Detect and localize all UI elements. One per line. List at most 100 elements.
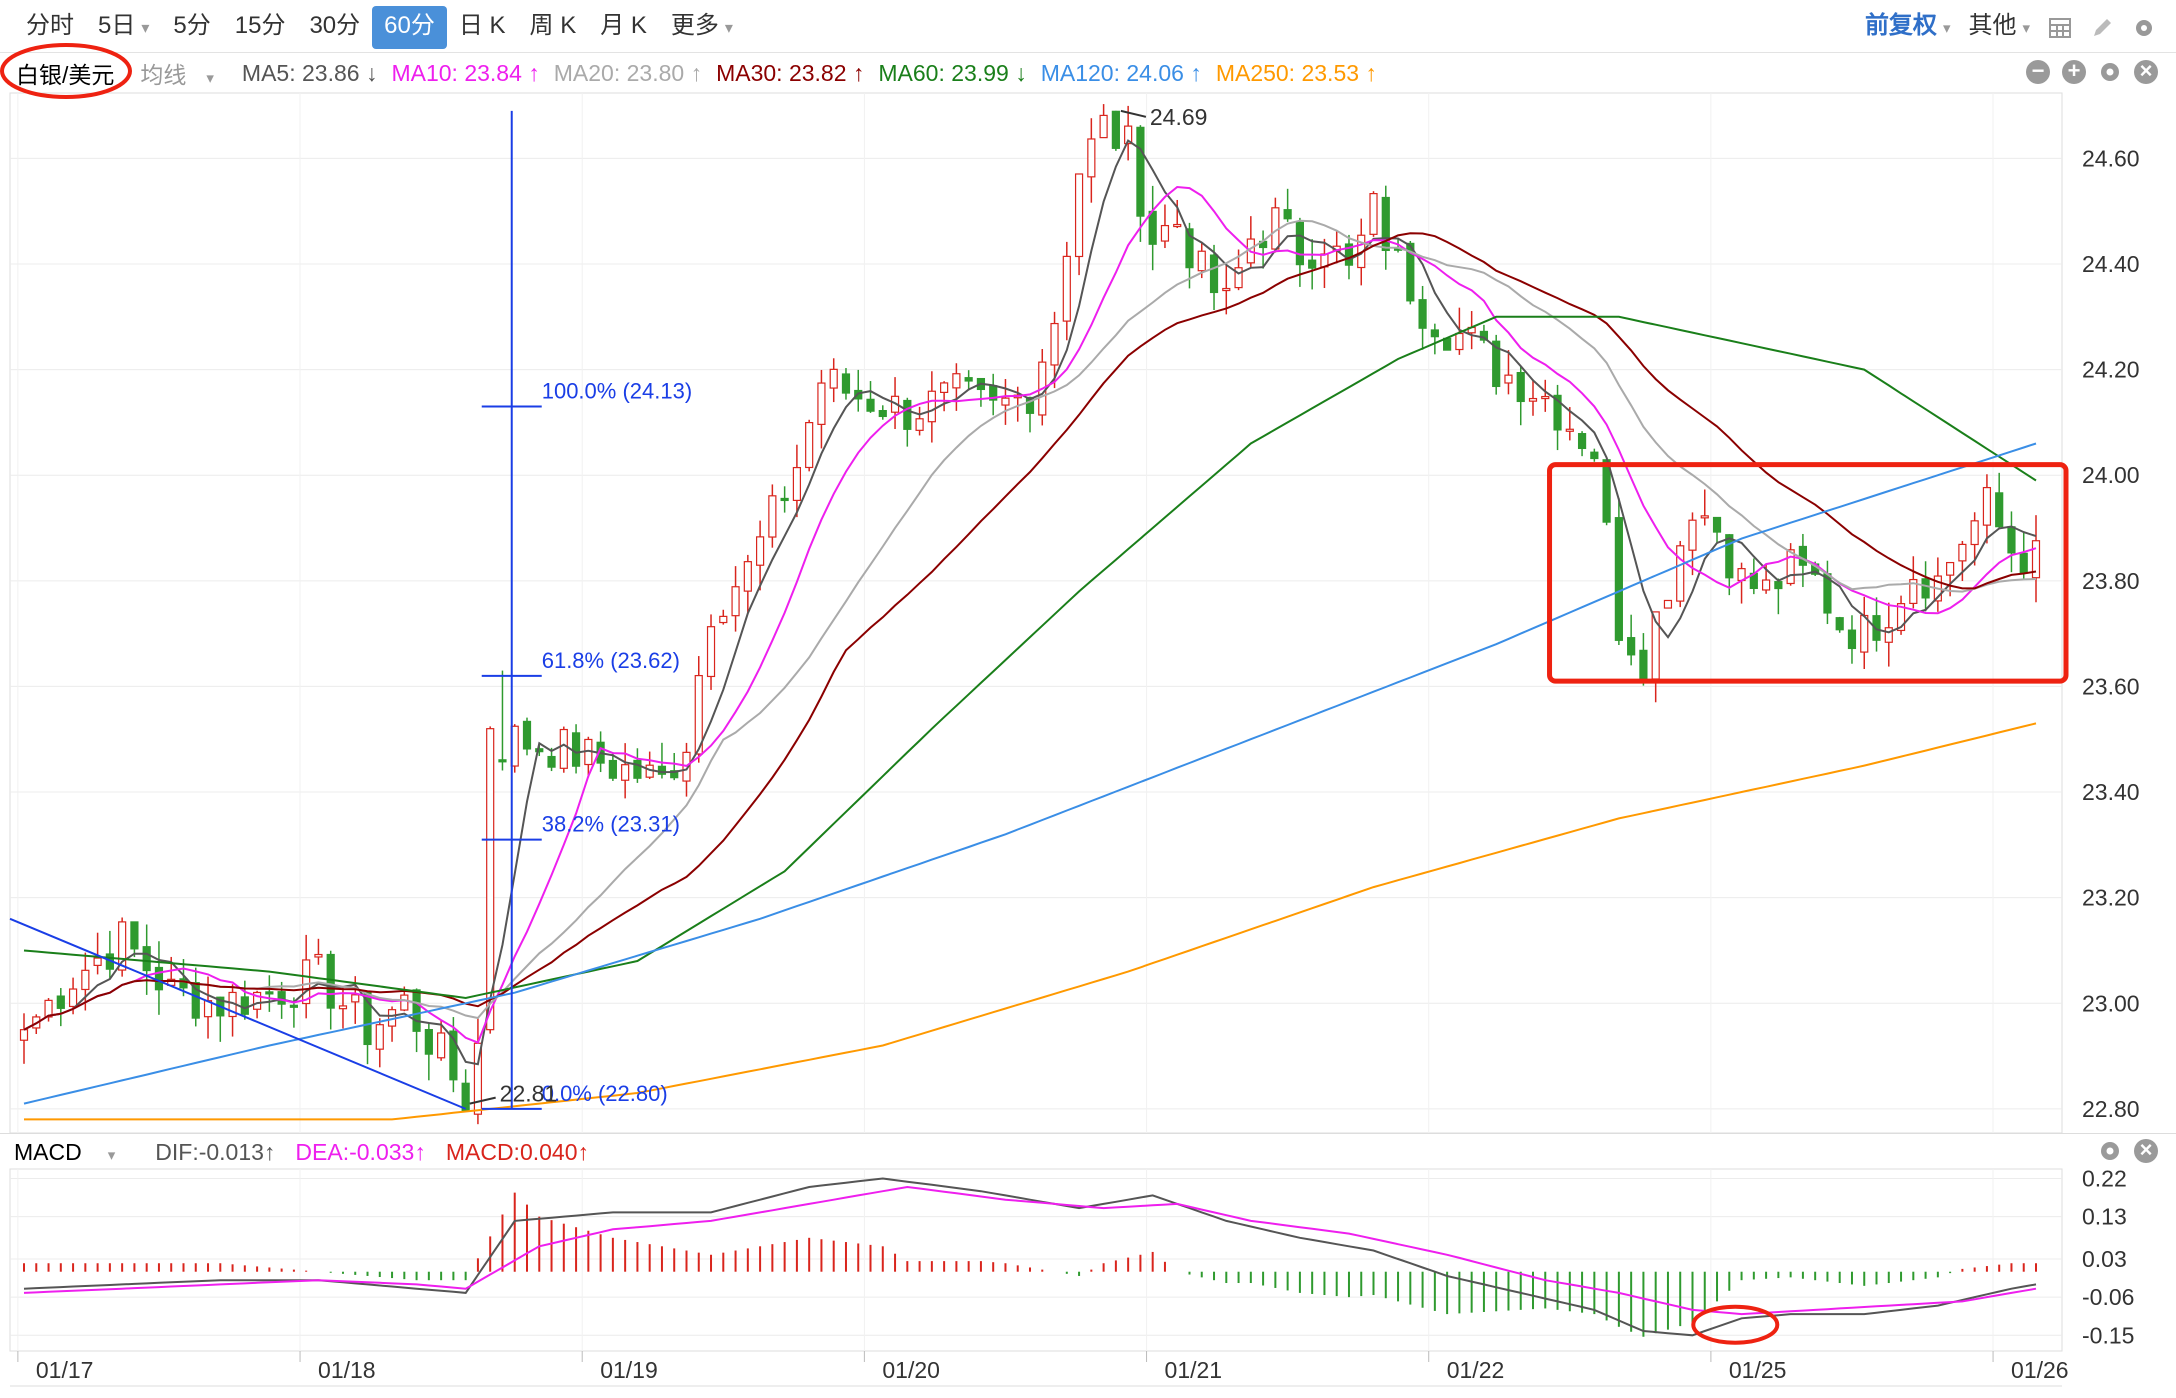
tab-weekly[interactable]: 周 K	[529, 12, 577, 39]
candle-body	[154, 966, 164, 991]
ma10-value: MA10: 23.84 ↑	[391, 59, 540, 86]
minus-icon[interactable]: −	[2026, 60, 2050, 84]
candle-body	[351, 994, 360, 1003]
time-tick-label: 01/26	[2011, 1357, 2069, 1383]
candle-body	[731, 586, 740, 617]
candle-body	[1222, 287, 1231, 292]
candle-body	[1234, 267, 1243, 289]
candle-body	[952, 373, 961, 389]
macd-tick-label: -0.06	[2082, 1284, 2134, 1310]
other-dropdown[interactable]: 其他 ▾	[1968, 6, 2030, 49]
candle-body	[1774, 581, 1783, 590]
candle-body	[1062, 255, 1071, 322]
candle-body	[1001, 397, 1010, 406]
candle-body	[1050, 322, 1059, 366]
tab-60min[interactable]: 60分	[372, 6, 447, 49]
candle-body	[1099, 114, 1108, 139]
candle-body	[964, 377, 973, 382]
candle-body	[326, 953, 335, 1009]
close-icon[interactable]: ×	[2134, 1139, 2158, 1163]
macd-name: MACD	[14, 1138, 82, 1165]
low-marker-arrow	[469, 1096, 496, 1105]
ma60-line	[23, 315, 2037, 1000]
settings-icon[interactable]	[2098, 1139, 2122, 1163]
ma10-line	[23, 185, 2037, 1044]
tab-more[interactable]: 更多 ▾	[659, 6, 745, 49]
period-tabs: 分时 5日 ▾ 5分 15分 30分 60分 日 K 周 K 月 K 更多 ▾	[14, 6, 745, 49]
candle-body	[338, 1005, 348, 1010]
candle-body	[1847, 629, 1857, 650]
chevron-down-icon: ▾	[206, 70, 214, 87]
candle-body	[1381, 196, 1390, 252]
macd-tick-label: 0.22	[2082, 1165, 2127, 1191]
candle-body	[927, 390, 936, 423]
ma30-value: MA30: 23.82 ↑	[716, 59, 865, 86]
ma60-value: MA60: 23.99 ↓	[878, 59, 1027, 86]
candle-body	[1835, 617, 1844, 631]
ma250-line	[24, 722, 2037, 1121]
symbol-name: 白银/美元	[16, 62, 115, 88]
draw-pen-icon[interactable]	[2090, 16, 2114, 40]
trend-line	[9, 917, 467, 1110]
price-tick-label: 23.80	[2082, 568, 2140, 594]
candle-body	[1504, 374, 1513, 384]
candle-body	[1946, 561, 1955, 576]
candle-body	[44, 999, 53, 1018]
macd-value: MACD:0.040↑	[445, 1138, 589, 1165]
close-icon[interactable]: ×	[2134, 60, 2158, 84]
tab-5day[interactable]: 5日 ▾	[86, 6, 161, 49]
candle-body	[903, 399, 912, 430]
candle-body	[841, 373, 851, 394]
chevron-down-icon: ▾	[141, 20, 150, 37]
ma-type-label: 均线	[140, 62, 187, 88]
candle-body	[424, 1029, 433, 1055]
macd-dropdown[interactable]: MACD ▾	[14, 1139, 135, 1166]
settings-icon[interactable]	[2132, 16, 2156, 40]
candle-body	[1479, 330, 1489, 341]
candle-body	[559, 728, 568, 769]
tab-5min[interactable]: 5分	[173, 12, 211, 39]
price-panel-controls: − + ×	[2026, 60, 2158, 84]
tab-daily[interactable]: 日 K	[458, 12, 506, 39]
fib-level-label: 100.0% (24.13)	[542, 379, 692, 404]
price-tick-label: 23.40	[2082, 779, 2140, 805]
tab-more-label: 更多	[670, 12, 719, 39]
time-tick-label: 01/21	[1165, 1357, 1223, 1383]
dea-line	[23, 1185, 2037, 1316]
plus-icon[interactable]: +	[2062, 60, 2086, 84]
candle-body	[142, 946, 151, 972]
candle-body	[1627, 637, 1636, 656]
candle-body	[1909, 578, 1918, 605]
candle-body	[1418, 299, 1427, 329]
fib-level-label: 0.0% (22.80)	[542, 1081, 668, 1106]
candle-body	[1884, 627, 1893, 643]
candle-body	[93, 957, 102, 966]
candle-body	[1406, 242, 1415, 302]
tab-intraday[interactable]: 分时	[26, 12, 74, 39]
candle-body	[1577, 433, 1587, 450]
candle-body	[719, 615, 728, 624]
candle-body	[1344, 243, 1354, 266]
macd-panel-frame	[9, 1168, 2063, 1352]
grid-layout-icon[interactable]	[2048, 16, 2072, 40]
tab-15min[interactable]: 15分	[234, 12, 286, 39]
candle-body	[1663, 599, 1673, 609]
candle-body	[1541, 395, 1550, 400]
chevron-down-icon: ▾	[107, 1146, 116, 1164]
candle-body	[670, 770, 679, 779]
time-tick-label: 01/18	[318, 1357, 376, 1383]
candle-body	[1197, 250, 1206, 272]
ma250-value: MA250: 23.53 ↑	[1215, 59, 1377, 86]
ma-type-dropdown[interactable]: 均线 ▾	[140, 56, 228, 90]
adjust-dropdown[interactable]: 前复权 ▾	[1865, 6, 1951, 49]
settings-icon[interactable]	[2098, 60, 2122, 84]
candle-body	[2019, 552, 2028, 574]
tab-monthly[interactable]: 月 K	[600, 12, 647, 39]
high-price-label: 24.69	[1150, 104, 1208, 130]
ma5-line	[23, 139, 2037, 1066]
chevron-down-icon: ▾	[2022, 20, 2030, 37]
period-toolbar: 分时 5日 ▾ 5分 15分 30分 60分 日 K 周 K 月 K 更多 ▾ 前复…	[0, 0, 2176, 53]
candle-body	[1492, 340, 1501, 388]
tab-30min[interactable]: 30分	[309, 12, 361, 39]
